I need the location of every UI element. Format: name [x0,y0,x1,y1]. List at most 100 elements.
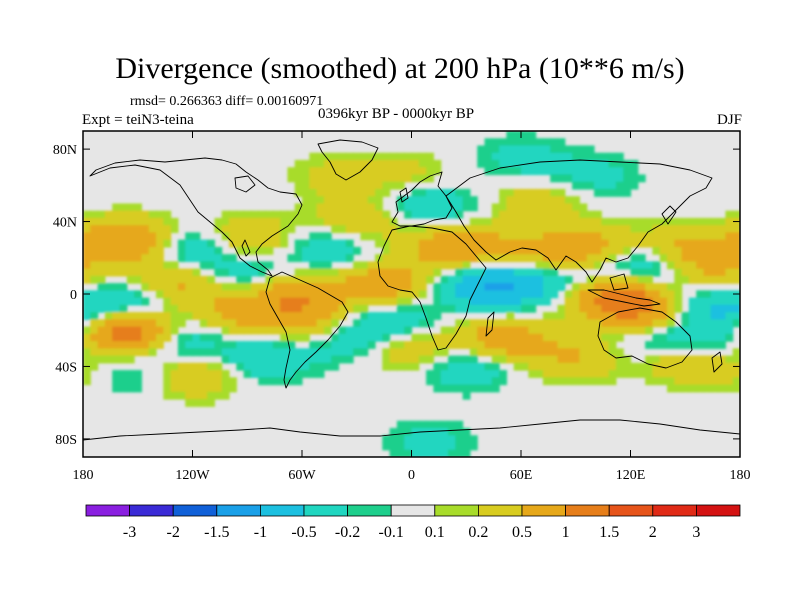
field-cell [389,442,398,451]
field-cell [163,370,172,378]
field-cell [389,290,398,299]
field-cell [404,203,413,212]
field-cell [564,326,573,335]
field-cell [572,239,580,248]
field-cell [243,261,252,270]
field-cell [265,319,274,328]
field-cell [681,232,690,241]
field-cell [294,167,303,176]
field-cell [659,312,668,320]
field-cell [338,254,347,262]
field-cell [521,326,529,335]
field-cell [696,232,705,241]
field-cell [323,217,332,226]
field-cell [280,319,288,328]
field-cell [375,254,383,262]
colorbar-swatch [434,504,479,517]
field-cell [645,312,653,320]
field-cell [243,304,252,313]
field-cell [718,232,726,241]
field-cell [316,196,325,205]
field-cell [309,254,318,262]
field-cell [141,268,150,277]
field-cell [696,254,705,262]
field-cell [338,210,347,219]
field-cell [229,225,237,234]
season-label: DJF [716,112,742,128]
field-cell [214,261,223,270]
field-cell [667,254,675,262]
field-cell [477,159,486,168]
field-cell [615,312,624,320]
field-cell [243,232,252,241]
field-cell [484,217,493,226]
field-cell [265,217,274,226]
field-cell [667,283,675,291]
field-cell [345,174,354,183]
field-cell [535,355,544,364]
field-cell [367,188,376,197]
field-cell [287,297,296,306]
field-cell [433,210,442,219]
field-cell [229,254,237,262]
field-cell [156,333,164,342]
field-cell [674,283,683,291]
field-cell [177,246,186,255]
field-cell [433,341,442,349]
field-cell [513,297,522,306]
field-cell [221,341,230,349]
field-cell [119,348,128,357]
field-cell [645,326,653,335]
field-cell [389,348,398,357]
field-cell [542,362,551,371]
field-cell [681,377,690,386]
field-cell [250,348,259,357]
field-cell [426,152,434,161]
field-cell [667,239,675,248]
field-cell [97,254,106,262]
field-cell [586,167,595,176]
field-cell [83,326,91,335]
field-cell [725,261,734,270]
field-cell [608,232,617,241]
field-cell [630,159,639,168]
field-cell [396,442,405,451]
field-cell [338,290,347,299]
field-cell [185,333,194,342]
field-cell [418,275,427,284]
field-cell [389,174,398,183]
field-cell [732,232,740,241]
field-cell [353,297,361,306]
field-cell [491,283,500,291]
field-cell [156,341,164,349]
field-cell [236,355,245,364]
field-cell [608,152,617,161]
field-cell [564,232,573,241]
field-cell [280,297,288,306]
field-cell [542,283,551,291]
field-cell [141,333,150,342]
field-cell [126,232,135,241]
field-cell [426,203,434,212]
field-cell [637,370,646,378]
field-cell [323,362,332,371]
field-cell [97,304,106,313]
field-cell [156,210,164,219]
field-cell [382,217,391,226]
field-cell [718,370,726,378]
field-cell [90,326,99,335]
field-cell [207,333,215,342]
field-cell [579,348,588,357]
field-cell [725,297,734,306]
field-cell [725,225,734,234]
field-cell [112,217,121,226]
field-cell [491,370,500,378]
field-cell [608,290,617,299]
field-cell [156,254,164,262]
field-cell [725,210,734,219]
field-cell [207,246,215,255]
field-cell [104,239,113,248]
field-cell [564,362,573,371]
field-cell [229,283,237,291]
field-cell [623,159,632,168]
